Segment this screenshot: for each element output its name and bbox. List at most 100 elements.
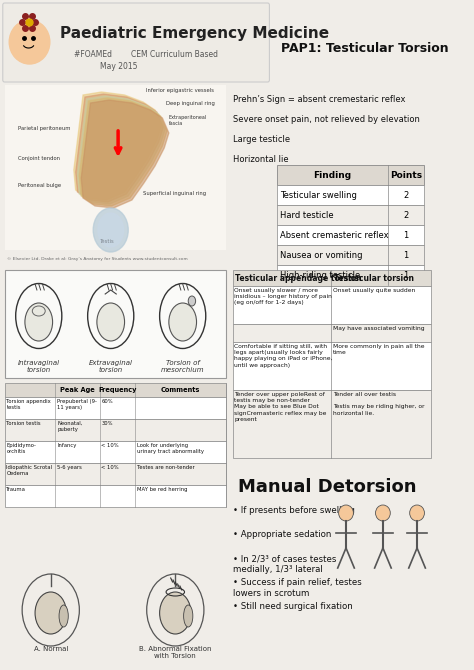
Text: 30%: 30%: [101, 421, 113, 426]
Text: Infancy: Infancy: [57, 443, 77, 448]
Text: Extravaginal
torsion: Extravaginal torsion: [89, 360, 133, 373]
Bar: [277, 165, 424, 185]
Text: More commonly in pain all the
time: More commonly in pain all the time: [333, 344, 425, 355]
Text: Trauma: Trauma: [7, 487, 27, 492]
Text: • Still need surgical fixation: • Still need surgical fixation: [233, 602, 352, 611]
Bar: [233, 390, 431, 458]
Text: Prehn’s Sign = absent cremestaric reflex: Prehn’s Sign = absent cremestaric reflex: [233, 95, 405, 104]
Text: Hard testicle: Hard testicle: [280, 210, 333, 220]
Text: Tender over upper poleRest of
testis may be non-tender
May be able to see Blue D: Tender over upper poleRest of testis may…: [234, 392, 327, 422]
Text: Absent cremasteric reflex: Absent cremasteric reflex: [280, 230, 388, 239]
Text: 1: 1: [403, 251, 409, 259]
Text: Superficial inguinal ring: Superficial inguinal ring: [143, 190, 206, 196]
Bar: [5, 441, 226, 463]
Text: < 10%: < 10%: [101, 465, 119, 470]
Text: • If presents before swelling: • If presents before swelling: [233, 506, 355, 515]
Polygon shape: [78, 96, 165, 204]
Text: Testicular swelling: Testicular swelling: [280, 190, 356, 200]
Circle shape: [375, 505, 390, 521]
Text: High-riding testicle: High-riding testicle: [280, 271, 360, 279]
Text: Torsion testis: Torsion testis: [7, 421, 41, 426]
Bar: [277, 265, 424, 285]
Ellipse shape: [59, 605, 68, 627]
Text: < 10%: < 10%: [101, 443, 119, 448]
Bar: [5, 485, 226, 507]
Text: Torsion of
mesorchium: Torsion of mesorchium: [161, 360, 204, 373]
Text: Neonatal,
puberty: Neonatal, puberty: [57, 421, 82, 431]
Text: Peritoneal bulge: Peritoneal bulge: [18, 182, 62, 188]
Text: Look for underlying
urinary tract abnormality: Look for underlying urinary tract abnorm…: [137, 443, 203, 454]
Text: Idiopathic Scrotal
Oedema: Idiopathic Scrotal Oedema: [7, 465, 53, 476]
Ellipse shape: [22, 574, 79, 646]
Circle shape: [338, 505, 354, 521]
Text: Finding: Finding: [313, 170, 351, 180]
Text: Epididymo-
orchitis: Epididymo- orchitis: [7, 443, 36, 454]
Text: Frequency: Frequency: [98, 387, 137, 393]
Text: May 2015: May 2015: [100, 62, 137, 71]
Bar: [5, 270, 226, 378]
Ellipse shape: [160, 592, 191, 634]
Bar: [5, 463, 226, 485]
Text: Intravaginal
torsion: Intravaginal torsion: [18, 360, 60, 373]
Bar: [5, 85, 226, 250]
Text: Comments: Comments: [161, 387, 200, 393]
Text: Deep inguinal ring: Deep inguinal ring: [166, 100, 215, 105]
Ellipse shape: [98, 213, 124, 247]
Bar: [5, 397, 226, 419]
Text: • Appropriate sedation: • Appropriate sedation: [233, 530, 331, 539]
Bar: [233, 286, 431, 324]
Text: Onset usually slower / more
insidious – longer history of pain
(eg on/off for 1-: Onset usually slower / more insidious – …: [234, 288, 332, 306]
Text: Prepubertal (9-
11 years): Prepubertal (9- 11 years): [57, 399, 97, 410]
Text: Large testicle: Large testicle: [233, 135, 290, 144]
Text: #FOAMEd        CEM Curriculum Based: #FOAMEd CEM Curriculum Based: [74, 50, 218, 59]
Text: Testes are non-tender: Testes are non-tender: [137, 465, 194, 470]
Bar: [277, 225, 424, 245]
Text: Manual Detorsion: Manual Detorsion: [238, 478, 417, 496]
Text: Inferior epigastric vessels: Inferior epigastric vessels: [146, 88, 214, 92]
Circle shape: [410, 505, 424, 521]
Text: 1: 1: [403, 271, 409, 279]
Text: 1: 1: [403, 230, 409, 239]
Text: • Success if pain relief, testes
lowers in scrotum: • Success if pain relief, testes lowers …: [233, 578, 361, 598]
Text: 5-6 years: 5-6 years: [57, 465, 82, 470]
Text: Paediatric Emergency Medicine: Paediatric Emergency Medicine: [60, 26, 329, 41]
Text: Comfortable if sitting still, with
legs apart(usually looks fairly
happy playing: Comfortable if sitting still, with legs …: [234, 344, 333, 368]
Ellipse shape: [25, 303, 53, 341]
Bar: [233, 270, 431, 286]
Text: 60%: 60%: [101, 399, 113, 404]
Polygon shape: [79, 98, 167, 206]
Text: Testiscular torsion: Testiscular torsion: [334, 273, 414, 283]
Text: May have associated vomiting: May have associated vomiting: [333, 326, 425, 331]
Circle shape: [9, 20, 50, 64]
Text: • In 2/3³ of cases testes
medially, 1/3³ lateral: • In 2/3³ of cases testes medially, 1/3³…: [233, 554, 336, 574]
Text: 2: 2: [403, 210, 409, 220]
Ellipse shape: [188, 296, 196, 306]
Text: Points: Points: [390, 170, 422, 180]
Text: Peak Age: Peak Age: [60, 387, 95, 393]
Ellipse shape: [183, 605, 193, 627]
Ellipse shape: [169, 303, 197, 341]
FancyBboxPatch shape: [3, 3, 269, 82]
Text: A. Normal: A. Normal: [34, 646, 68, 652]
Text: © Elsevier Ltd. Drake et al: Gray’s Anatomy for Students www.studentconsult.com: © Elsevier Ltd. Drake et al: Gray’s Anat…: [8, 257, 188, 261]
Text: 2: 2: [403, 190, 409, 200]
Text: Conjoint tendon: Conjoint tendon: [18, 155, 61, 161]
Bar: [5, 419, 226, 441]
Text: Tender all over testis

Testis may be riding higher, or
horizontal lie.: Tender all over testis Testis may be rid…: [333, 392, 425, 415]
Text: PAP1: Testicular Torsion: PAP1: Testicular Torsion: [282, 42, 449, 54]
Polygon shape: [76, 94, 164, 202]
Polygon shape: [81, 100, 169, 208]
Text: Torsion appendix
testis: Torsion appendix testis: [7, 399, 51, 410]
Bar: [233, 324, 431, 342]
Ellipse shape: [147, 574, 204, 646]
Text: Nausea or vomiting: Nausea or vomiting: [280, 251, 362, 259]
Text: MAY be red herring: MAY be red herring: [137, 487, 187, 492]
Polygon shape: [74, 92, 162, 200]
Text: Horizontal lie: Horizontal lie: [233, 155, 288, 164]
Text: Severe onset pain, not relieved by elevation: Severe onset pain, not relieved by eleva…: [233, 115, 419, 124]
Bar: [277, 245, 424, 265]
Ellipse shape: [35, 592, 66, 634]
Ellipse shape: [97, 303, 125, 341]
Bar: [277, 205, 424, 225]
Text: Onset usually quite sudden: Onset usually quite sudden: [333, 288, 415, 293]
